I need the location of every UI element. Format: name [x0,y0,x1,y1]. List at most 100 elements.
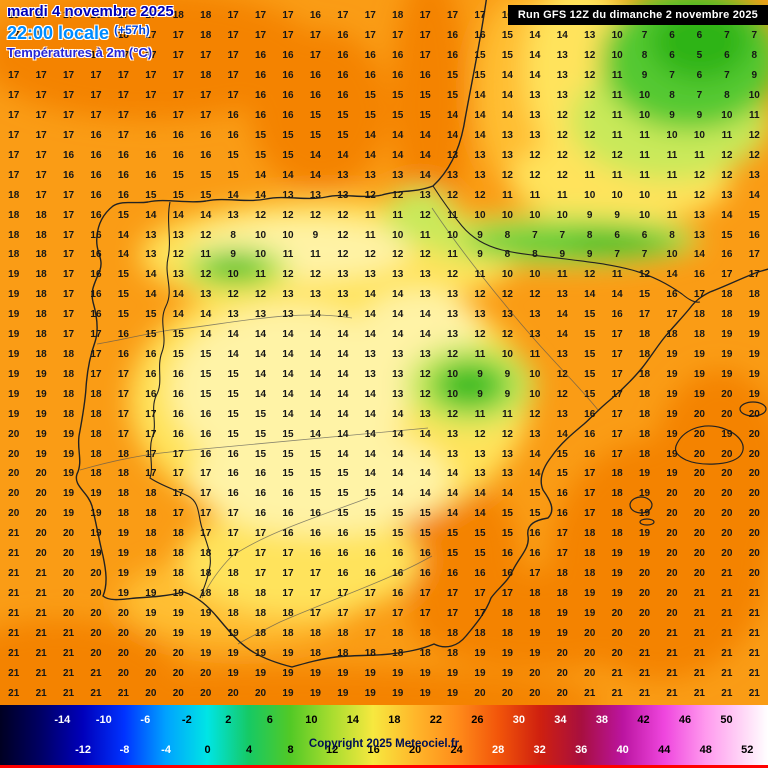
temp-value: 18 [639,408,651,420]
temp-value: 15 [309,110,321,122]
temp-value: 19 [63,448,75,460]
temp-value: 12 [556,129,568,141]
legend-label: 18 [388,714,401,726]
temp-value: 18 [117,448,129,460]
temp-value: 19 [529,647,541,659]
forecast-offset-label: (+57h) [114,22,150,37]
temp-value: 16 [337,90,349,102]
temp-value: 20 [90,627,102,639]
temp-value: 21 [63,667,75,679]
temp-value: 12 [255,289,267,301]
temp-value: 12 [364,189,376,201]
legend-label: 50 [720,714,733,726]
temp-value: 20 [584,647,596,659]
temp-value: 14 [172,289,184,301]
temp-value: 10 [529,269,541,281]
temp-value: 20 [63,587,75,599]
temp-value: 18 [172,548,184,560]
temp-value: 17 [63,189,75,201]
temp-value: 20 [721,468,733,480]
temp-value: 16 [474,568,486,580]
temp-value: 17 [309,568,321,580]
temp-value: 14 [447,468,459,480]
temp-value: 19 [666,388,678,400]
temp-value: 19 [255,647,267,659]
temp-value: 14 [364,129,376,141]
temp-value: 17 [200,528,212,540]
temp-value: 17 [145,10,157,22]
temp-value: 18 [145,548,157,560]
temp-value: 13 [392,388,404,400]
temp-value: 13 [364,269,376,281]
temp-value: 19 [117,587,129,599]
temp-value: 16 [309,70,321,82]
temp-value: 12 [474,289,486,301]
temp-value: 12 [584,149,596,161]
temp-value: 19 [35,428,47,440]
temp-value: 18 [200,30,212,42]
temp-value: 17 [584,508,596,520]
temp-value: 16 [90,269,102,281]
temp-value: 14 [474,508,486,520]
temp-value: 19 [639,548,651,560]
temp-value: 11 [502,408,513,420]
temp-value: 20 [172,647,184,659]
temp-value: 6 [669,50,675,62]
temp-value: 16 [447,50,459,62]
temp-value: 13 [556,70,568,82]
temp-value: 10 [721,110,733,122]
temp-value: 14 [200,309,212,321]
temp-value: 15 [501,50,513,62]
temp-value: 19 [693,368,705,380]
temp-value: 11 [611,90,623,102]
temp-value: 8 [669,90,675,102]
temp-value: 21 [8,587,20,599]
temp-value: 12 [501,428,513,440]
temp-value: 15 [447,528,459,540]
temp-value: 19 [611,568,623,580]
temp-value: 16 [90,129,102,141]
temp-value: 19 [693,348,705,360]
temp-value: 21 [721,627,733,639]
temp-value: 14 [255,388,267,400]
temp-value: 14 [364,388,376,400]
temp-value: 20 [748,428,760,440]
temp-value: 20 [666,607,678,619]
temp-value: 12 [721,149,733,161]
temp-value: 13 [556,289,568,301]
temp-value: 15 [172,169,184,181]
temp-value: 18 [117,488,129,500]
temp-value: 18 [8,249,20,261]
temp-value: 19 [8,348,20,360]
temp-value: 18 [639,388,651,400]
temp-value: 17 [8,30,20,42]
temp-value: 21 [8,548,20,560]
temp-value: 6 [669,30,675,42]
temp-value: 17 [145,30,157,42]
temp-value: 15 [282,129,294,141]
temp-value: 14 [419,448,431,460]
temp-value: 13 [364,368,376,380]
temp-value: 18 [35,229,47,241]
temp-value: 21 [721,607,733,619]
temp-value: 11 [364,229,376,241]
temp-value: 18 [501,607,513,619]
temp-value: 15 [529,508,541,520]
temp-value: 20 [90,568,102,580]
temp-value: 11 [310,249,321,261]
temp-value: 21 [748,647,760,659]
temp-value: 21 [693,647,705,659]
temp-value: 16 [200,129,212,141]
temp-value: 19 [611,587,623,599]
temp-value: 17 [90,70,102,82]
temp-value: 17 [200,488,212,500]
temp-value: 15 [227,169,239,181]
temp-value: 13 [419,189,431,201]
temp-value: 12 [529,169,541,181]
temp-value: 20 [145,687,157,699]
temp-value: 12 [529,408,541,420]
temp-value: 20 [639,607,651,619]
temp-value: 17 [255,548,267,560]
temp-value: 10 [666,249,678,261]
temp-value: 19 [8,289,20,301]
